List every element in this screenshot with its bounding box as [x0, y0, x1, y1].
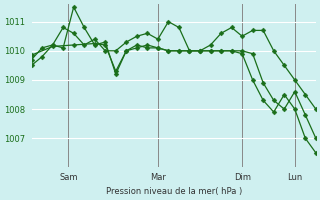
Text: Mar: Mar — [150, 173, 166, 182]
Text: Lun: Lun — [287, 173, 302, 182]
Text: Dim: Dim — [234, 173, 251, 182]
X-axis label: Pression niveau de la mer( hPa ): Pression niveau de la mer( hPa ) — [106, 187, 242, 196]
Text: Sam: Sam — [59, 173, 78, 182]
